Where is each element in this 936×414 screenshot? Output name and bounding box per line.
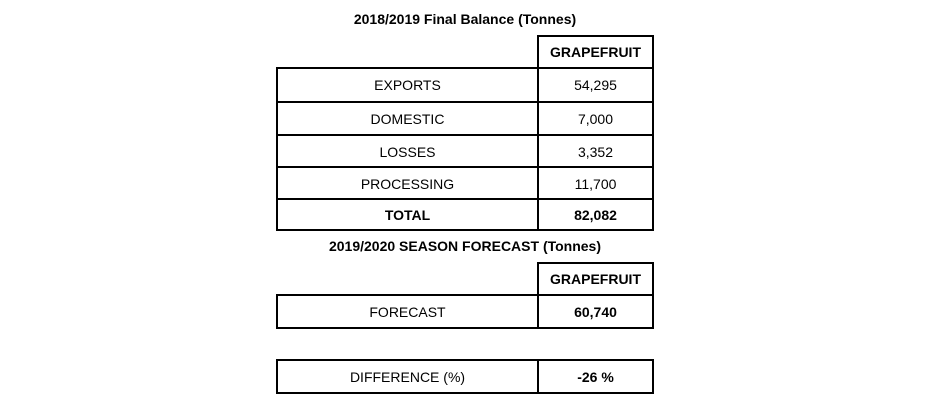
forecast-label: FORECAST — [278, 296, 539, 327]
row-label: TOTAL — [278, 200, 539, 229]
table-row-exports: EXPORTS 54,295 — [278, 69, 652, 101]
balance-table: EXPORTS 54,295 DOMESTIC 7,000 LOSSES 3,3… — [276, 67, 654, 231]
row-divider — [278, 166, 652, 168]
row-value: 54,295 — [574, 77, 617, 93]
difference-table: DIFFERENCE (%) -26 % — [276, 359, 654, 394]
row-label: PROCESSING — [278, 168, 539, 200]
forecast-table: FORECAST 60,740 — [276, 294, 654, 329]
forecast-column-header: GRAPEFRUIT — [537, 262, 654, 296]
balance-column-header: GRAPEFRUIT — [537, 35, 654, 69]
table-row-losses: LOSSES 3,352 — [278, 136, 652, 168]
row-label: EXPORTS — [278, 69, 539, 101]
difference-label: DIFFERENCE (%) — [278, 361, 539, 392]
balance-table-title: 2018/2019 Final Balance (Tonnes) — [353, 11, 577, 27]
row-value: 3,352 — [577, 144, 614, 160]
row-value: 82,082 — [574, 206, 617, 223]
table-row-total: TOTAL 82,082 — [278, 200, 652, 229]
forecast-value: 60,740 — [574, 303, 617, 320]
row-value: 11,700 — [574, 176, 617, 192]
difference-value: -26 % — [577, 368, 614, 385]
row-value: 7,000 — [577, 111, 614, 127]
table-row-processing: PROCESSING 11,700 — [278, 168, 652, 200]
row-label: DOMESTIC — [278, 103, 539, 135]
forecast-table-title: 2019/2020 SEASON FORECAST (Tonnes) — [328, 238, 602, 254]
row-divider — [278, 101, 652, 103]
table-row-domestic: DOMESTIC 7,000 — [278, 103, 652, 135]
row-divider — [278, 134, 652, 136]
row-label: LOSSES — [278, 136, 539, 168]
row-divider — [278, 198, 652, 200]
